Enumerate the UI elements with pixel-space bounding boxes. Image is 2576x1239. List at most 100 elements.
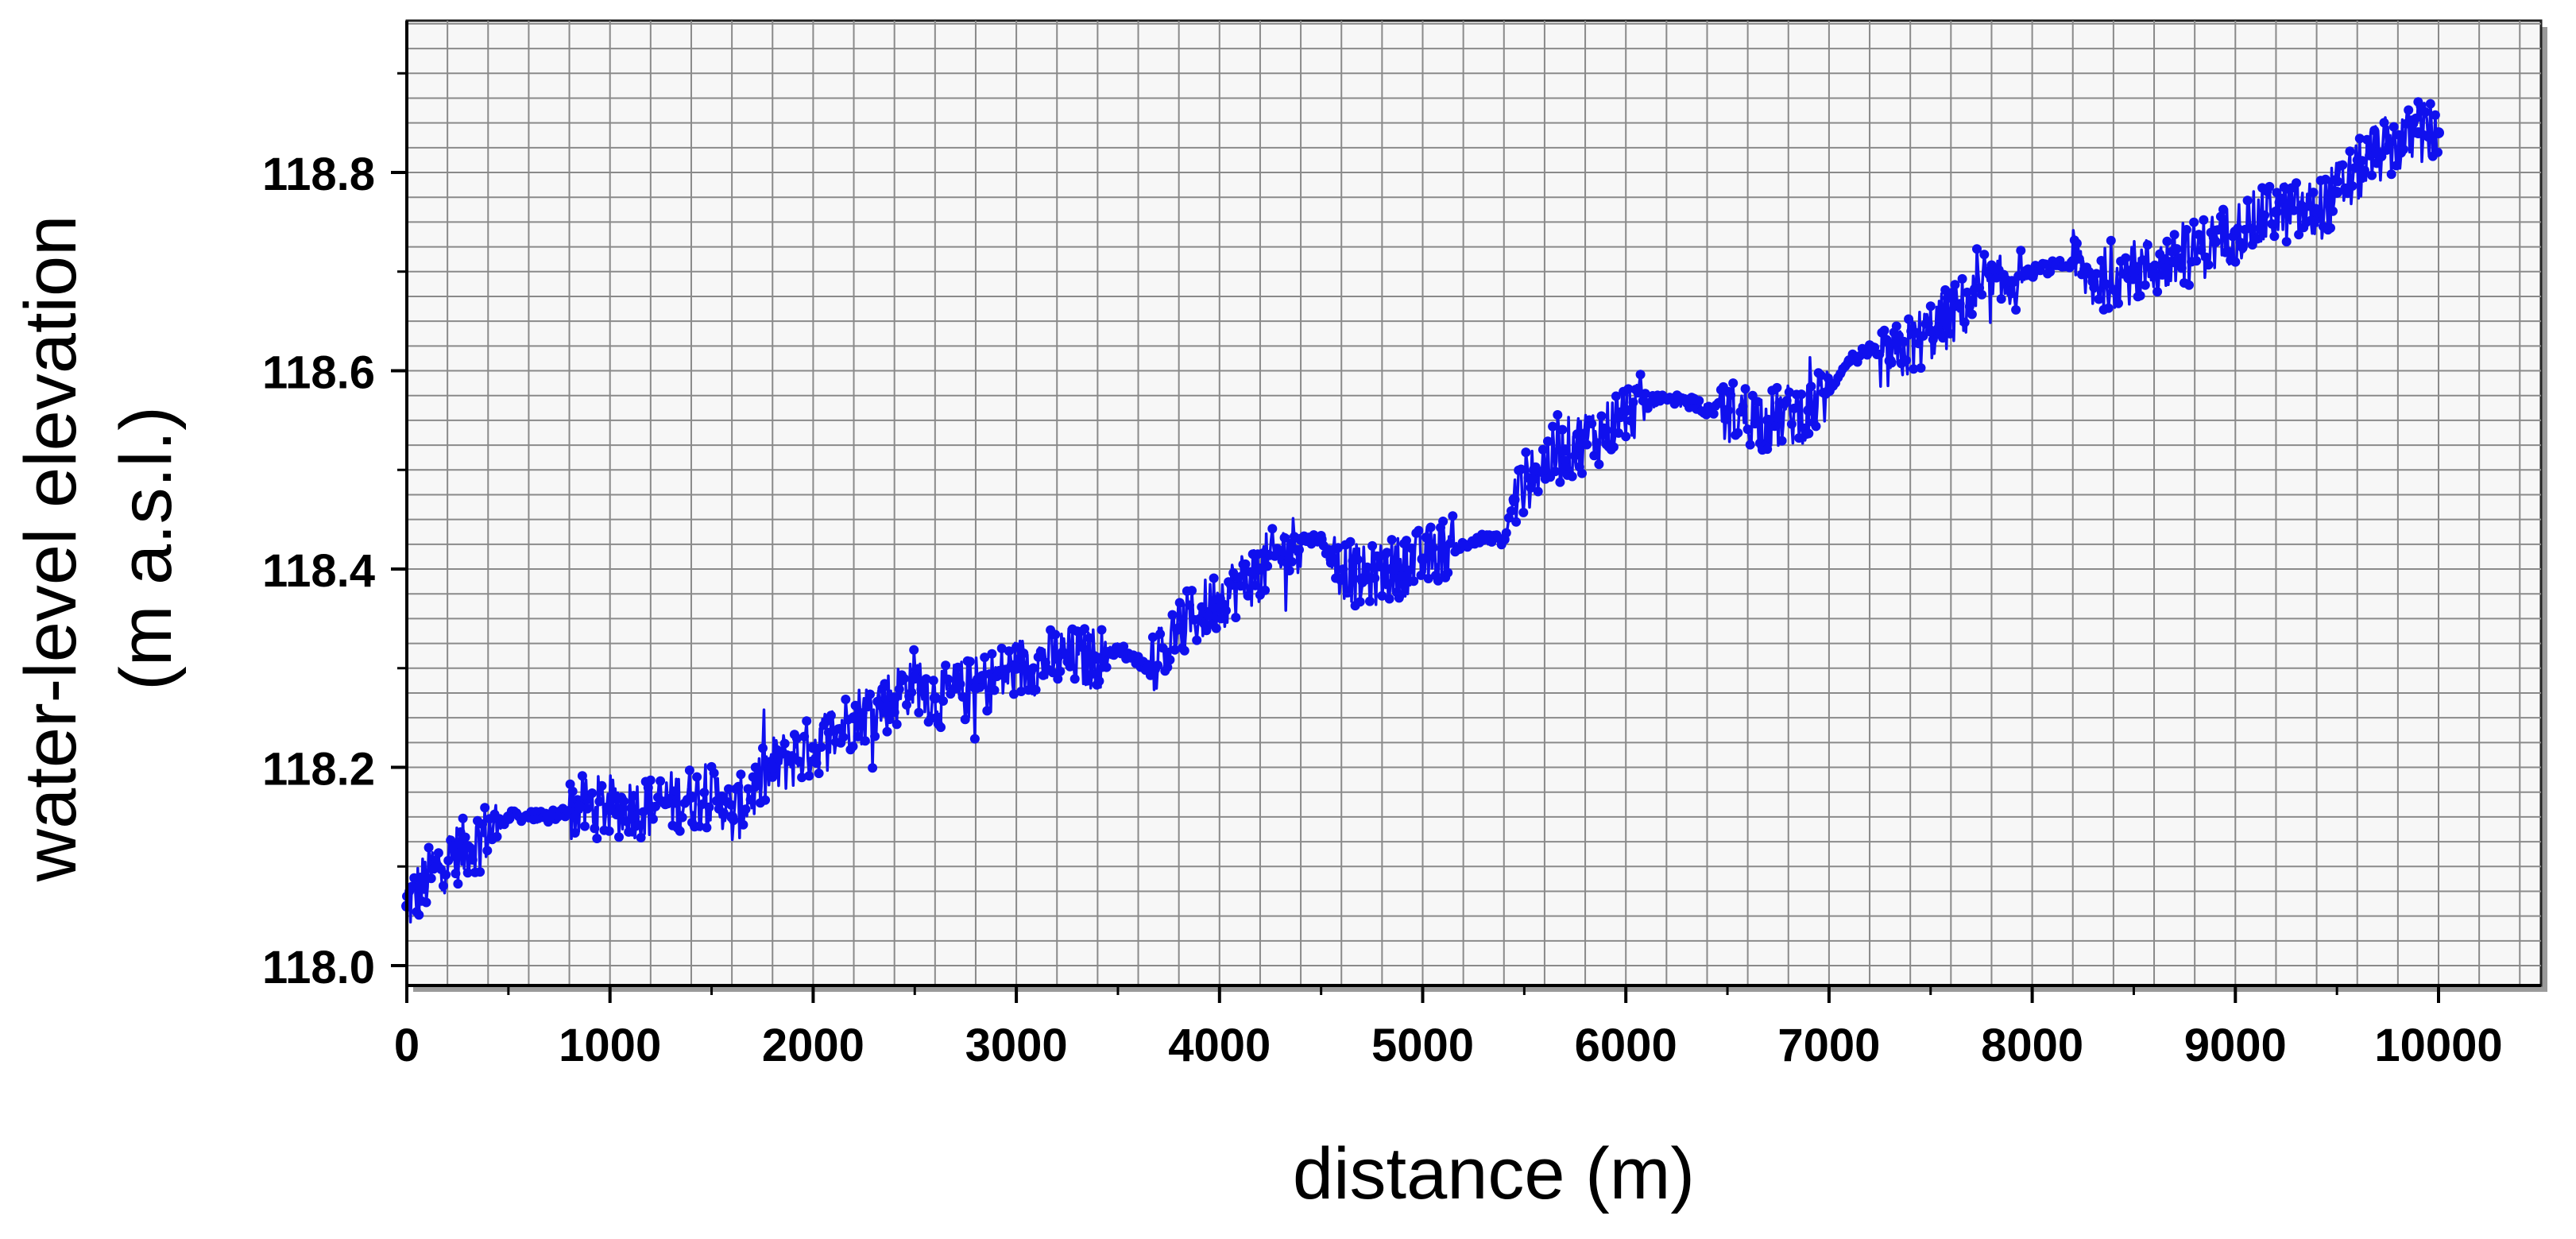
data-point bbox=[629, 791, 639, 801]
series-point bbox=[1965, 296, 1977, 308]
data-point bbox=[1338, 564, 1348, 575]
data-point bbox=[1443, 567, 1453, 578]
data-point bbox=[1543, 436, 1553, 447]
data-point bbox=[1162, 662, 1173, 672]
series-point bbox=[1681, 394, 1692, 406]
data-point bbox=[1355, 597, 1365, 607]
data-point bbox=[1274, 545, 1285, 556]
data-point bbox=[1179, 645, 1189, 656]
data-point bbox=[1416, 570, 1426, 580]
series-point bbox=[2209, 236, 2221, 248]
data-point bbox=[2388, 122, 2399, 132]
data-point bbox=[2425, 99, 2435, 109]
data-point bbox=[1979, 250, 1990, 260]
data-point bbox=[1031, 685, 1041, 695]
data-point bbox=[694, 821, 705, 831]
series-point bbox=[1599, 424, 1611, 436]
plot-area bbox=[405, 19, 2543, 987]
data-point bbox=[1996, 294, 2006, 304]
data-point bbox=[779, 738, 790, 749]
series-point bbox=[2372, 147, 2384, 159]
data-point bbox=[1582, 439, 1592, 450]
data-point bbox=[580, 821, 590, 831]
data-point bbox=[2433, 147, 2443, 157]
data-point bbox=[811, 758, 822, 769]
data-point bbox=[1752, 397, 1762, 407]
data-point bbox=[2114, 298, 2123, 308]
data-point bbox=[841, 695, 851, 704]
data-point bbox=[451, 869, 461, 879]
data-point bbox=[597, 780, 607, 791]
data-point bbox=[2354, 134, 2365, 144]
data-point bbox=[1221, 606, 1231, 616]
data-point bbox=[1742, 424, 1753, 435]
series-point bbox=[2026, 265, 2038, 277]
data-point bbox=[2338, 160, 2348, 170]
data-point bbox=[921, 674, 931, 684]
data-point bbox=[894, 684, 904, 695]
data-point bbox=[1240, 559, 1251, 569]
series-point bbox=[2168, 256, 2180, 268]
y-axis-title-line2: (m a.s.l.) bbox=[106, 406, 187, 691]
data-point bbox=[2242, 196, 2253, 206]
data-point bbox=[862, 702, 872, 712]
data-point bbox=[741, 804, 751, 815]
data-point bbox=[2404, 105, 2414, 115]
data-point bbox=[1589, 451, 1599, 461]
data-point bbox=[750, 762, 760, 772]
data-point bbox=[1345, 536, 1356, 547]
data-point bbox=[969, 734, 980, 744]
series-point bbox=[1843, 355, 1855, 367]
x-tick-label: 8000 bbox=[1981, 1020, 2083, 1071]
data-point bbox=[421, 897, 431, 908]
data-point bbox=[1947, 287, 1958, 297]
data-point bbox=[1740, 384, 1750, 394]
data-point bbox=[758, 743, 768, 753]
data-point bbox=[1077, 642, 1087, 652]
data-point bbox=[1728, 378, 1739, 389]
data-point bbox=[2121, 253, 2131, 263]
data-point bbox=[2140, 280, 2150, 290]
data-point bbox=[1745, 439, 1755, 450]
data-point bbox=[1362, 562, 1372, 572]
data-point bbox=[1587, 419, 1597, 428]
data-point bbox=[2342, 188, 2353, 199]
data-point bbox=[1336, 575, 1346, 585]
data-point bbox=[752, 780, 763, 791]
data-point bbox=[760, 795, 771, 805]
data-point bbox=[448, 841, 458, 851]
data-point bbox=[2430, 110, 2440, 120]
data-point bbox=[1372, 551, 1383, 561]
data-point bbox=[1621, 432, 1631, 442]
data-point bbox=[590, 823, 600, 834]
data-point bbox=[804, 771, 814, 781]
data-point bbox=[1394, 593, 1404, 603]
data-point bbox=[407, 881, 417, 892]
data-point bbox=[626, 803, 636, 813]
data-point bbox=[1011, 642, 1022, 652]
series-point bbox=[2433, 127, 2444, 139]
data-point bbox=[704, 802, 714, 812]
data-point bbox=[743, 784, 753, 794]
x-axis-title: distance (m) bbox=[1293, 1133, 1695, 1214]
data-point bbox=[1721, 414, 1731, 424]
series-point bbox=[1051, 652, 1063, 664]
data-point bbox=[2218, 204, 2228, 215]
data-point bbox=[1580, 428, 1589, 439]
data-point bbox=[928, 676, 938, 686]
series-point bbox=[726, 811, 738, 823]
data-point bbox=[492, 831, 502, 842]
data-point bbox=[443, 855, 454, 865]
series-point bbox=[2311, 206, 2323, 218]
data-point bbox=[1596, 411, 1607, 421]
data-series bbox=[401, 97, 2444, 924]
data-point bbox=[2255, 223, 2265, 234]
data-point bbox=[2362, 134, 2372, 145]
data-point bbox=[1533, 486, 1543, 497]
data-point bbox=[1526, 482, 1536, 493]
data-point bbox=[1258, 548, 1267, 559]
data-point bbox=[462, 868, 473, 878]
series-point bbox=[1387, 563, 1398, 575]
data-point bbox=[2142, 240, 2152, 250]
data-point bbox=[692, 772, 702, 782]
